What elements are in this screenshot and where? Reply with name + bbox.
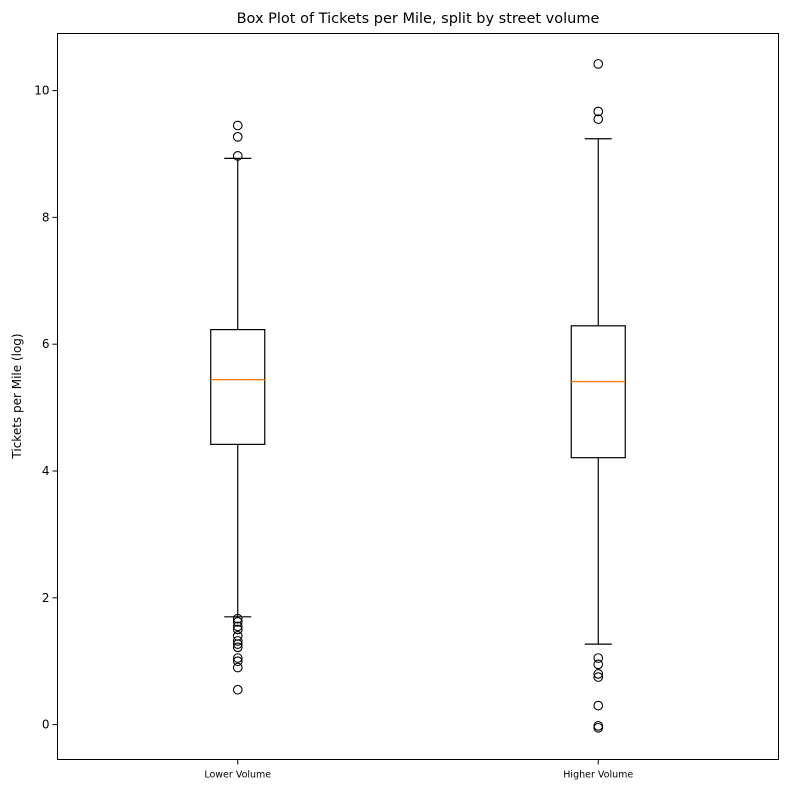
box-group-0 (210, 120, 266, 695)
y-tick-label-8: 8 (42, 210, 50, 224)
y-tick-label-6: 6 (42, 337, 50, 351)
y-tick-label-2: 2 (42, 591, 50, 605)
outlier-1-9 (593, 722, 604, 733)
outlier-0-1 (232, 132, 243, 142)
iqr-box-0 (210, 329, 266, 445)
outlier-0-8 (232, 636, 243, 646)
x-tick-label-0: Lower Volume (204, 770, 271, 781)
y-tick-label-4: 4 (42, 464, 50, 478)
chart-title: Box Plot of Tickets per Mile, split by s… (237, 11, 600, 27)
outlier-0-12 (232, 656, 243, 667)
outlier-0-11 (232, 653, 243, 663)
outlier-1-2 (593, 114, 604, 124)
box-group-1 (570, 59, 626, 733)
outlier-1-8 (593, 721, 604, 731)
outlier-1-6 (593, 672, 604, 682)
outlier-1-5 (593, 669, 604, 679)
outlier-1-4 (593, 659, 604, 670)
outlier-0-5 (232, 621, 243, 632)
iqr-box-1 (570, 325, 626, 459)
outlier-0-4 (232, 617, 243, 627)
y-axis-label: Tickets per Mile (log) (10, 333, 24, 459)
outlier-0-3 (232, 613, 243, 624)
outlier-0-10 (232, 642, 243, 653)
x-tick-label-1: Higher Volume (563, 770, 633, 781)
outlier-0-9 (232, 639, 243, 649)
outlier-1-0 (593, 59, 604, 69)
outlier-1-3 (593, 653, 604, 663)
outlier-0-2 (232, 151, 243, 161)
outlier-0-6 (232, 624, 243, 635)
y-tick-label-10: 10 (34, 84, 49, 98)
outlier-0-14 (232, 684, 243, 695)
axes-frame (57, 33, 779, 760)
outlier-1-7 (593, 700, 604, 711)
outlier-0-13 (232, 662, 243, 673)
plot-area: 0 2 4 6 8 10 Lower Volume Higher Volume (34, 59, 633, 781)
outlier-0-0 (232, 120, 243, 131)
outlier-0-7 (232, 631, 243, 641)
y-tick-label-0: 0 (42, 718, 50, 732)
outlier-1-1 (593, 106, 604, 117)
